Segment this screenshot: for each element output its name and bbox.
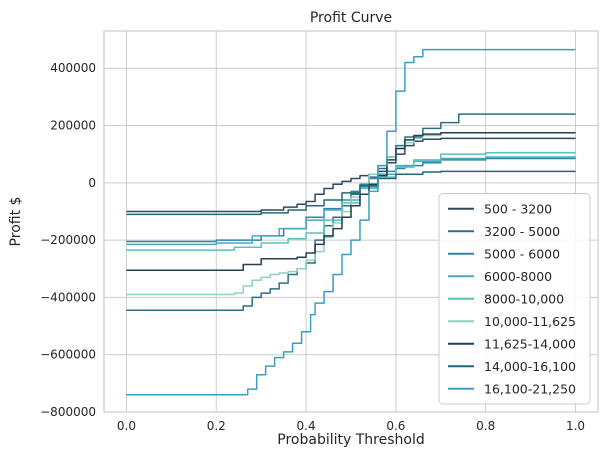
x-tick-label: 1.0 <box>566 419 585 433</box>
legend-label: 8000-10,000 <box>484 291 564 306</box>
series-line-8 <box>126 170 576 216</box>
legend: 500 - 3200 3200 - 5000 5000 - 6000 6000-800… <box>438 193 591 405</box>
y-tick-label: −200000 <box>40 233 96 247</box>
legend-label: 14,000-16,100 <box>484 359 576 374</box>
series-line-1 <box>126 137 576 213</box>
x-tick-label: 0.4 <box>297 419 316 433</box>
y-axis-ticks: −800000 −600000 −400000 −200000 0 200000 40000… <box>40 61 96 419</box>
series-line-7 <box>126 131 576 271</box>
legend-label: 11,625-14,000 <box>484 336 576 351</box>
series-lines <box>126 48 576 396</box>
plot-frame <box>103 30 599 413</box>
legend-label: 16,100-21,250 <box>484 381 576 396</box>
series-line-5 <box>126 152 576 251</box>
legend-label: 10,000-11,625 <box>484 314 576 329</box>
y-tick-label: −800000 <box>40 405 96 419</box>
x-axis-ticks: 0.0 0.2 0.4 0.6 0.8 1.0 <box>117 419 585 433</box>
x-tick-label: 0.8 <box>476 419 495 433</box>
series-line-9 <box>126 48 576 396</box>
y-tick-label: −600000 <box>40 348 96 362</box>
x-tick-label: 0.0 <box>117 419 136 433</box>
chart-title: Profit Curve <box>310 10 392 26</box>
x-axis-label: Probability Threshold <box>277 432 424 448</box>
legend-box <box>438 193 591 405</box>
y-tick-label: −400000 <box>40 290 96 304</box>
x-tick-label: 0.2 <box>207 419 226 433</box>
legend-label: 5000 - 6000 <box>484 246 560 261</box>
legend-label: 500 - 3200 <box>484 201 552 216</box>
legend-label: 6000-8000 <box>484 269 552 284</box>
y-tick-label: 0 <box>88 176 96 190</box>
y-tick-label: 400000 <box>50 61 96 75</box>
y-tick-label: 200000 <box>50 119 96 133</box>
x-tick-label: 0.6 <box>386 419 405 433</box>
y-axis-label: Profit $ <box>8 197 24 247</box>
legend-label: 3200 - 5000 <box>484 224 560 239</box>
